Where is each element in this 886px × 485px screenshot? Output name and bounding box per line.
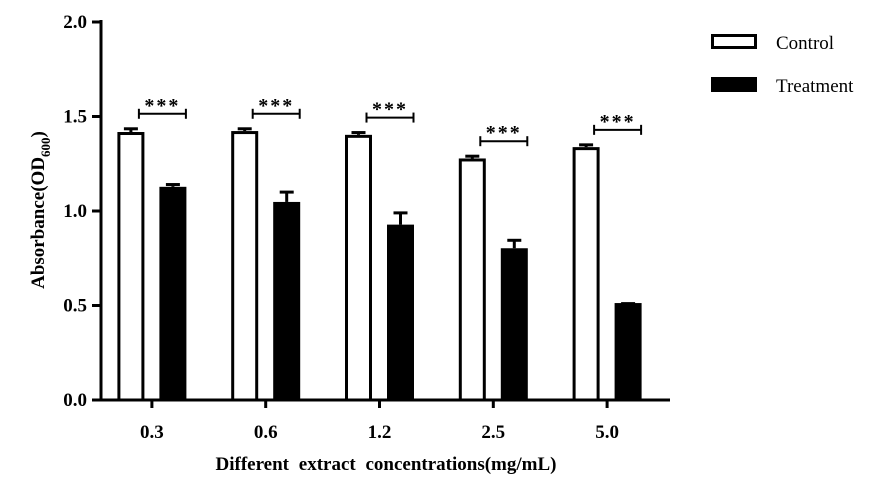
x-axis-title: Different extract concentrations(mg/mL) bbox=[216, 454, 557, 475]
y-tick-label: 1.0 bbox=[63, 201, 87, 222]
x-axis: 0.3 0.6 1.2 2.5 5.0 bbox=[99, 398, 670, 443]
y-axis-title-subscript: 600 bbox=[38, 137, 53, 157]
y-tick-label: 0.5 bbox=[63, 296, 87, 317]
x-tick-label: 5.0 bbox=[595, 422, 619, 443]
y-tick-label: 0.0 bbox=[63, 390, 87, 411]
x-tick-label: 1.2 bbox=[368, 422, 392, 443]
y-tick-label: 1.5 bbox=[63, 107, 87, 128]
bar-control bbox=[117, 132, 145, 402]
bar-treatment bbox=[614, 303, 642, 400]
y-axis: 0.0 0.5 1.0 1.5 2.0 bbox=[63, 12, 103, 411]
bar-treatment bbox=[273, 201, 301, 400]
legend-label-treatment: Treatment bbox=[776, 76, 854, 97]
legend-swatch-treatment bbox=[711, 77, 757, 92]
significance-markers: *** *** *** *** *** bbox=[137, 95, 643, 147]
bar-control bbox=[572, 147, 600, 402]
bar-treatment bbox=[387, 224, 414, 400]
bar-treatment bbox=[159, 186, 187, 400]
significance-label: *** bbox=[144, 95, 180, 117]
bar-control bbox=[231, 131, 259, 402]
legend-label-control: Control bbox=[776, 33, 834, 54]
y-axis-title: Absorbance(OD600) bbox=[28, 131, 53, 289]
bar-control bbox=[458, 158, 486, 402]
legend-swatch-control bbox=[711, 34, 757, 49]
significance-label: *** bbox=[486, 122, 522, 144]
legend: Control Treatment bbox=[711, 33, 854, 97]
bar-control bbox=[345, 134, 372, 402]
significance-label: *** bbox=[372, 99, 408, 121]
bars bbox=[117, 127, 642, 402]
bar-treatment bbox=[500, 248, 528, 400]
y-axis-title-close: ) bbox=[28, 131, 49, 137]
x-tick-label: 2.5 bbox=[481, 422, 505, 443]
y-tick-label: 2.0 bbox=[63, 12, 87, 33]
y-axis-title-main: Absorbance(OD bbox=[28, 157, 49, 289]
x-tick-label: 0.3 bbox=[140, 422, 164, 443]
significance-label: *** bbox=[258, 95, 294, 117]
x-tick-label: 0.6 bbox=[254, 422, 278, 443]
significance-label: *** bbox=[600, 111, 636, 133]
